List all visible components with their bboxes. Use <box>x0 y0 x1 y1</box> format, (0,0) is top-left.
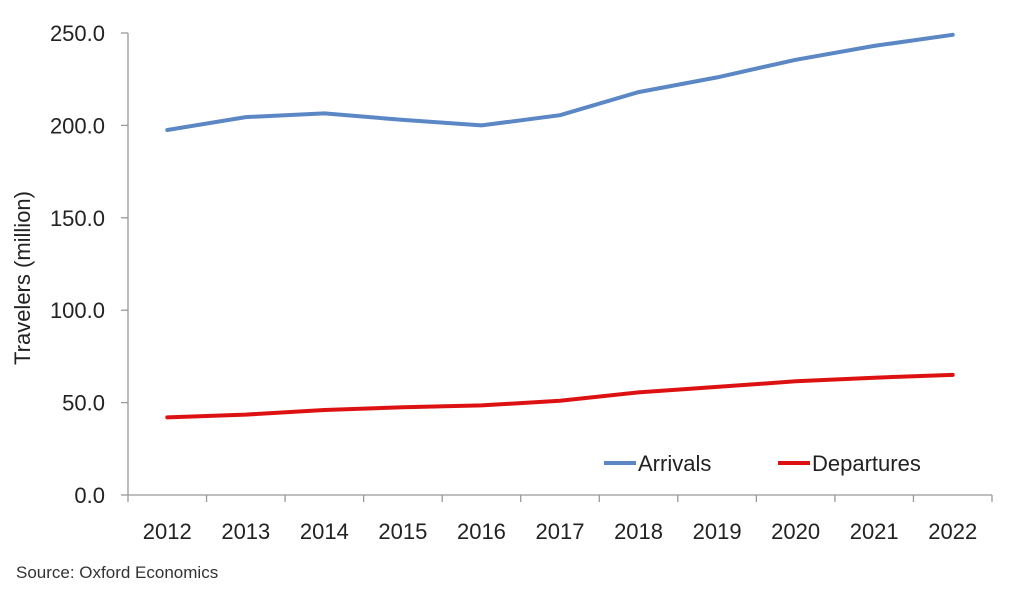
series-line-departures <box>165 372 955 420</box>
x-tick-label: 2017 <box>536 519 585 544</box>
x-tick-label: 2022 <box>928 519 977 544</box>
x-tick-label: 2013 <box>221 519 270 544</box>
y-tick-label: 0.0 <box>74 483 105 508</box>
y-tick-label: 200.0 <box>50 113 105 138</box>
series-line-arrivals <box>165 32 955 132</box>
legend-label-departures: Departures <box>812 451 921 476</box>
y-tick-label: 100.0 <box>50 298 105 323</box>
x-tick-label: 2021 <box>850 519 899 544</box>
x-tick-label: 2016 <box>457 519 506 544</box>
y-axis-title: Travelers (million) <box>10 191 35 365</box>
x-tick-label: 2014 <box>300 519 349 544</box>
x-tick-label: 2019 <box>693 519 742 544</box>
x-tick-label: 2018 <box>614 519 663 544</box>
y-tick-label: 50.0 <box>62 391 105 416</box>
y-tick-label: 150.0 <box>50 206 105 231</box>
x-tick-label: 2015 <box>378 519 427 544</box>
legend: Arrivals Departures <box>604 451 921 476</box>
x-tick-label: 2020 <box>771 519 820 544</box>
source-note: Source: Oxford Economics <box>16 563 219 582</box>
series-layer <box>165 32 955 420</box>
x-axis: 2012 2013 2014 2015 2016 2017 2018 2019 2020 2021… <box>127 494 993 544</box>
x-tick-label: 2012 <box>143 519 192 544</box>
y-axis: 0.0 50.0 100.0 150.0 200.0 250.0 <box>50 21 129 508</box>
y-tick-label: 250.0 <box>50 21 105 46</box>
legend-label-arrivals: Arrivals <box>638 451 711 476</box>
